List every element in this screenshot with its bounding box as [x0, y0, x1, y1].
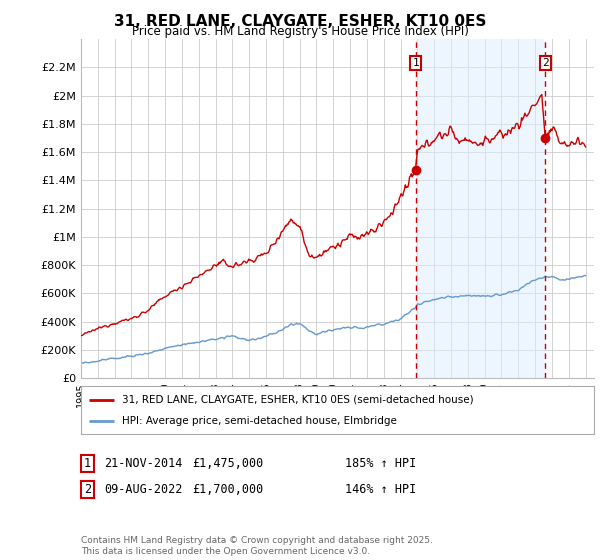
- Text: Price paid vs. HM Land Registry's House Price Index (HPI): Price paid vs. HM Land Registry's House …: [131, 25, 469, 38]
- Text: 21-NOV-2014: 21-NOV-2014: [104, 456, 182, 470]
- Text: HPI: Average price, semi-detached house, Elmbridge: HPI: Average price, semi-detached house,…: [122, 416, 397, 426]
- Text: 09-AUG-2022: 09-AUG-2022: [104, 483, 182, 496]
- Text: £1,700,000: £1,700,000: [192, 483, 263, 496]
- Text: £1,475,000: £1,475,000: [192, 456, 263, 470]
- Bar: [416, 39, 545, 378]
- Text: 146% ↑ HPI: 146% ↑ HPI: [345, 483, 416, 496]
- Text: 31, RED LANE, CLAYGATE, ESHER, KT10 0ES: 31, RED LANE, CLAYGATE, ESHER, KT10 0ES: [114, 14, 486, 29]
- Text: 185% ↑ HPI: 185% ↑ HPI: [345, 456, 416, 470]
- Text: 1: 1: [84, 456, 91, 470]
- Text: 2: 2: [542, 58, 548, 68]
- Text: Contains HM Land Registry data © Crown copyright and database right 2025.
This d: Contains HM Land Registry data © Crown c…: [81, 536, 433, 556]
- Text: 1: 1: [412, 58, 419, 68]
- Text: 2: 2: [84, 483, 91, 496]
- Text: 31, RED LANE, CLAYGATE, ESHER, KT10 0ES (semi-detached house): 31, RED LANE, CLAYGATE, ESHER, KT10 0ES …: [122, 395, 473, 405]
